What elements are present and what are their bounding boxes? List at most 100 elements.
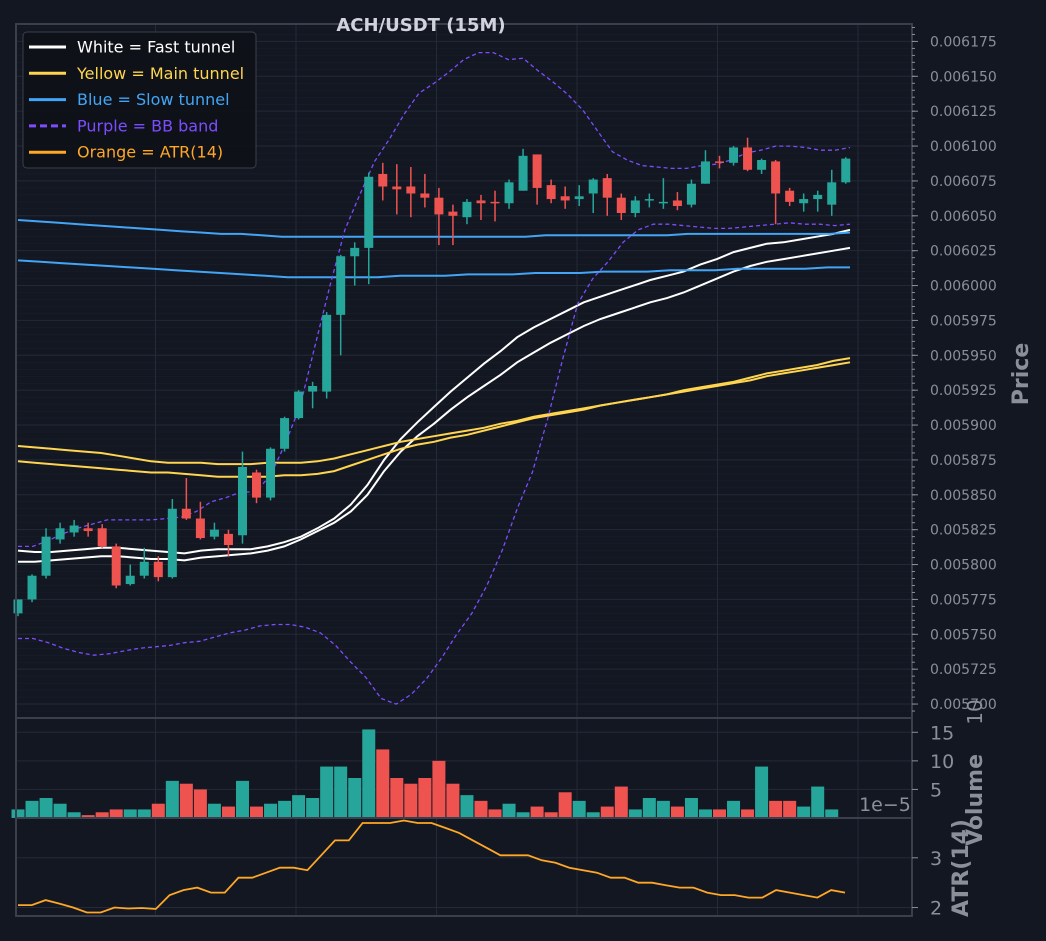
price-y-axis: 0.005700 0.005725 0.005750 0.005775 0.005800… (912, 26, 997, 713)
candle-down (560, 196, 570, 201)
price-tick-label: 0.005850 (930, 488, 997, 504)
atr-tick-label: 2 (930, 898, 942, 920)
candle-up (322, 314, 332, 392)
volume-bar (530, 806, 544, 818)
bb-band-line (18, 51, 851, 548)
tunnel-line (17, 259, 850, 279)
tunnel-line (18, 246, 851, 563)
volume-bar (235, 780, 249, 818)
volume-tick-label: 15 (930, 722, 954, 744)
candle-up (69, 525, 79, 533)
atr-series-line (18, 819, 846, 914)
candle-up (658, 201, 668, 204)
volume-bar (165, 780, 179, 818)
price-tick-label: 0.005750 (930, 627, 997, 643)
candle-down (434, 197, 444, 215)
volume-bar (628, 809, 642, 818)
candle-down (771, 161, 781, 194)
volume-bar (179, 783, 193, 818)
tunnel-line (17, 357, 851, 478)
candle-down (672, 200, 682, 207)
atr-tick-label: 3 (930, 848, 942, 870)
legend-entry-label: Purple = BB band (77, 116, 218, 135)
volume-bar (81, 815, 95, 818)
volume-bar (292, 795, 306, 818)
volume-bar (362, 729, 376, 818)
volume-bar (488, 809, 502, 818)
price-tick-label: 0.006100 (930, 139, 997, 155)
chart-title: ACH/USDT (15M) (336, 15, 505, 36)
volume-tick-label: 10 (930, 751, 954, 773)
candle-down (715, 161, 724, 163)
price-tick-label: 0.005700 (930, 697, 997, 713)
price-tick-label: 0.006050 (930, 209, 997, 225)
legend: White = Fast tunnel Yellow = Main tunnel B… (22, 31, 257, 169)
candle-up (630, 200, 640, 214)
candle-up (308, 385, 318, 392)
atr-line-group (18, 819, 846, 914)
candle-up (266, 448, 276, 498)
legend-entry-label: Blue = Slow tunnel (77, 90, 230, 109)
atr-y-axis: 23 (912, 848, 942, 920)
volume-bar (95, 812, 109, 818)
volume-bar (334, 766, 348, 818)
candle-up (55, 528, 65, 540)
volume-bar (320, 766, 334, 818)
legend-entry-label: Yellow = Main tunnel (76, 64, 244, 83)
volume-bar (376, 749, 390, 818)
price-tick-label: 0.006125 (930, 104, 997, 120)
candle-down (378, 173, 388, 187)
volume-bar (558, 792, 572, 818)
volume-bar (432, 760, 446, 818)
candle-down (420, 193, 430, 198)
legend-entry-label: Orange = ATR(14) (77, 143, 223, 162)
price-axis-label: Price (1009, 343, 1034, 405)
volume-bar (727, 800, 741, 818)
tunnel-line (17, 219, 851, 238)
candle-up (729, 147, 739, 163)
candle-down (252, 472, 262, 498)
legend-box (22, 31, 257, 169)
candle-up (686, 183, 696, 205)
candle-down (181, 508, 191, 519)
candle-up (827, 182, 837, 205)
price-tick-label: 0.005725 (930, 662, 997, 678)
tunnel-line (17, 228, 851, 555)
volume-bar (306, 798, 320, 818)
volume-bar (642, 798, 656, 818)
volume-bar (783, 800, 797, 818)
candle-up (27, 575, 37, 600)
price-tick-label: 0.005875 (930, 453, 997, 469)
volume-bar (741, 809, 755, 818)
candle-down (392, 186, 402, 190)
price-tick-label: 0.005900 (930, 418, 997, 434)
candle-down (195, 518, 205, 539)
candle-down (111, 546, 121, 586)
candle-up (462, 201, 472, 218)
volume-bar (713, 809, 726, 818)
volume-bar (404, 783, 418, 818)
candle-down (743, 147, 753, 170)
candle-up (799, 199, 809, 204)
volume-bar (250, 806, 264, 818)
volume-bar (418, 778, 432, 818)
price-tick-label: 0.006025 (930, 244, 997, 260)
volume-bar (151, 803, 165, 818)
candle-up (125, 575, 135, 585)
legend-entry-label: White = Fast tunnel (77, 38, 235, 57)
price-tick-label: 0.006175 (930, 34, 997, 50)
volume-bar (446, 783, 460, 818)
price-tick-label: 0.005950 (930, 348, 997, 364)
candle-up (336, 256, 346, 315)
candle-up (294, 391, 304, 419)
candle-up (574, 196, 584, 200)
volume-bar (193, 789, 207, 818)
candle-down (490, 201, 500, 204)
candle-up (518, 155, 528, 191)
candle-up (504, 182, 514, 204)
volume-bar (137, 809, 151, 818)
price-tick-label: 0.005775 (930, 592, 997, 608)
candle-down (97, 528, 107, 547)
price-tick-label: 0.005800 (930, 558, 997, 574)
